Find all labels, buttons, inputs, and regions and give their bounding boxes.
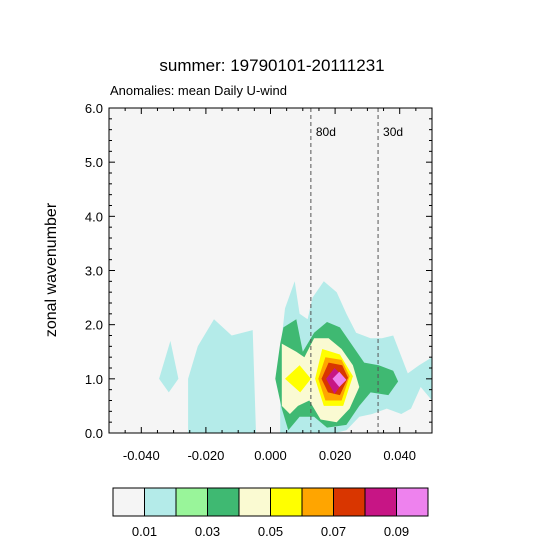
colorbar-box: [144, 487, 177, 517]
colorbar-box: [396, 487, 429, 517]
colorbar-box: [270, 487, 303, 517]
contour-region: [159, 340, 179, 393]
contour-region: [188, 319, 256, 433]
colorbar-box: [364, 487, 397, 517]
colorbar-box: [207, 487, 240, 517]
colorbar-label: 0.05: [258, 524, 283, 539]
colorbar: [112, 487, 429, 517]
axis-ticks: [108, 107, 433, 434]
y-tick-label: 6.0: [85, 101, 103, 116]
x-tick-label: 0.000: [254, 448, 287, 463]
y-axis-label: zonal wavenumber: [43, 202, 60, 337]
colorbar-box: [238, 487, 271, 517]
colorbar-label: 0.09: [384, 524, 409, 539]
contour-region: [285, 365, 311, 393]
colorbar-label: 0.03: [195, 524, 220, 539]
colorbar-box: [112, 487, 145, 517]
y-tick-label: 3.0: [85, 264, 103, 279]
colorbar-box: [175, 487, 208, 517]
chart-title: summer: 19790101-20111231: [159, 56, 384, 75]
y-tick-label: 4.0: [85, 209, 103, 224]
period-lines: 80d 30d: [310, 108, 403, 433]
colorbar-box: [333, 487, 366, 517]
contour-region: [337, 376, 345, 383]
colorbar-box: [301, 487, 334, 517]
x-tick-label: 0.020: [319, 448, 352, 463]
x-tick-label: -0.040: [123, 448, 160, 463]
y-tick-label: 5.0: [85, 155, 103, 170]
chart-subtitle: Anomalies: mean Daily U-wind: [110, 83, 287, 98]
period-label: 80d: [316, 125, 336, 139]
colorbar-label: 0.07: [321, 524, 346, 539]
x-tick-label: -0.020: [187, 448, 224, 463]
x-tick-labels: -0.040 -0.020 0.000 0.020 0.040: [123, 448, 416, 463]
y-tick-label: 1.0: [85, 372, 103, 387]
colorbar-labels: 0.01 0.03 0.05 0.07 0.09: [132, 524, 409, 539]
y-tick-label: 2.0: [85, 318, 103, 333]
y-tick-labels: 0.0 1.0 2.0 3.0 4.0 5.0 6.0: [85, 101, 103, 441]
colorbar-label: 0.01: [132, 524, 157, 539]
contour-fills: [159, 281, 432, 433]
x-tick-label: 0.040: [383, 448, 416, 463]
y-tick-label: 0.0: [85, 426, 103, 441]
period-label: 30d: [383, 125, 403, 139]
